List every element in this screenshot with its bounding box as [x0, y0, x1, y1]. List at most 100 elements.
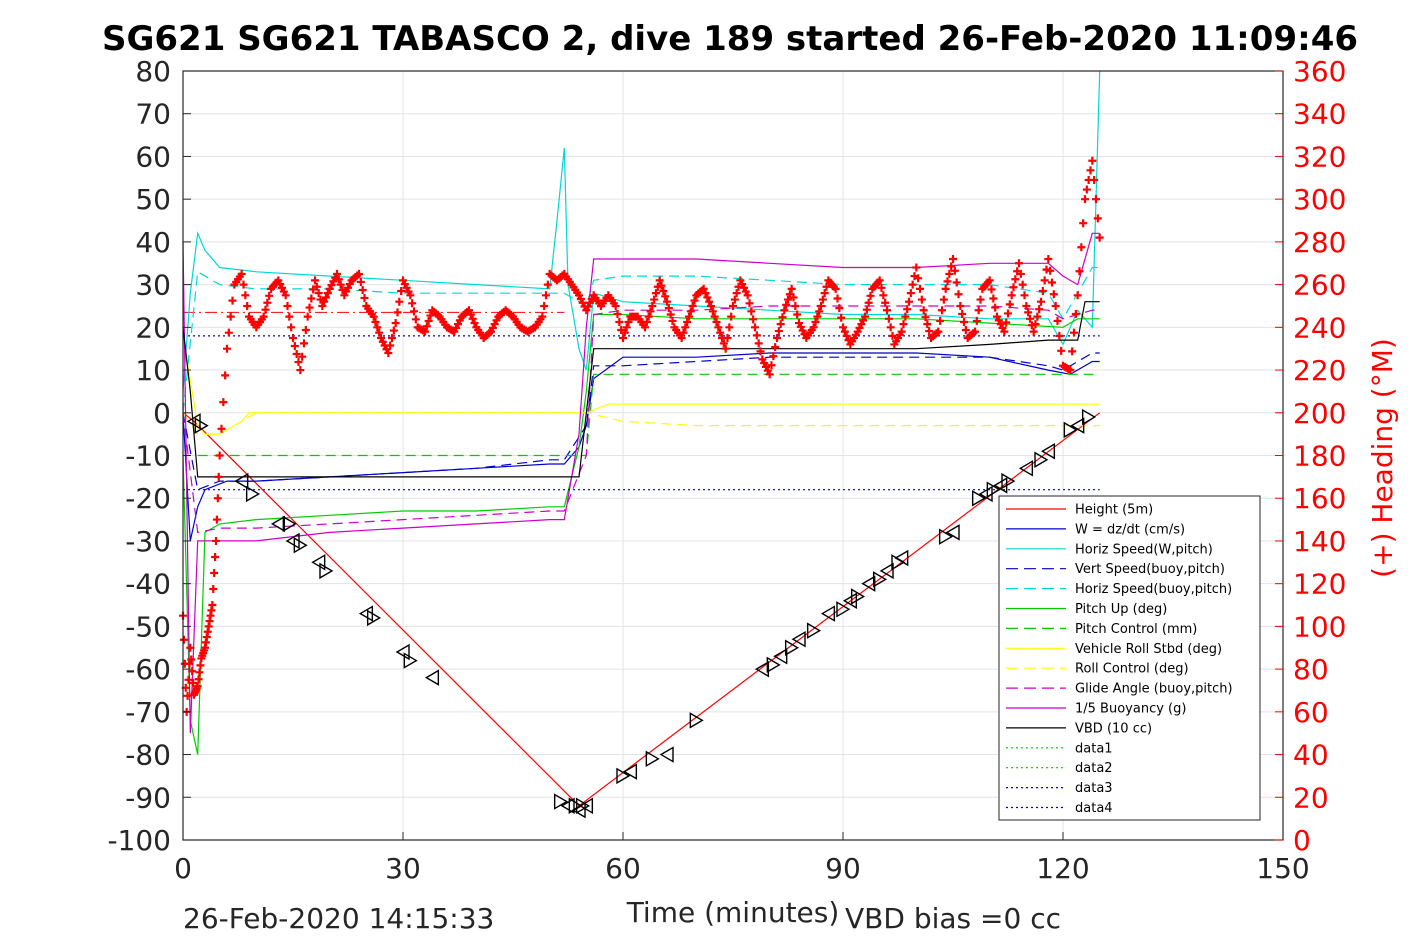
heading-point — [1044, 254, 1053, 263]
heading-point — [333, 269, 341, 278]
heading-point — [228, 296, 237, 305]
series-line-3 — [182, 352, 1100, 491]
marker-point — [806, 622, 822, 639]
y-tick-label: 40 — [135, 226, 171, 259]
heading-point — [1092, 195, 1100, 204]
heading-point — [727, 312, 736, 321]
heading-point — [386, 341, 395, 350]
heading-point — [842, 331, 851, 340]
heading-point — [1075, 267, 1084, 276]
heading-point — [196, 661, 205, 670]
legend-label: Vert Speed(buoy,pitch) — [1075, 562, 1225, 577]
marker-point — [850, 588, 866, 605]
x-tick-label: 120 — [1036, 852, 1089, 885]
y-tick-label: -20 — [125, 482, 171, 515]
heading-point — [261, 305, 270, 314]
heading-point — [540, 301, 549, 310]
legend-label: data1 — [1075, 741, 1113, 756]
heading-point — [615, 317, 624, 326]
heading-point — [914, 274, 923, 283]
heading-point — [290, 342, 299, 351]
x-axis: 0 30 60 90 120 150 — [174, 832, 1310, 885]
heading-point — [1005, 300, 1014, 309]
heading-point — [752, 331, 761, 340]
heading-point — [237, 269, 246, 278]
marker-point — [784, 639, 800, 656]
right-tick-label: 20 — [1293, 781, 1329, 814]
marker-point — [945, 524, 960, 541]
heading-point — [862, 305, 871, 314]
heading-point — [923, 320, 932, 329]
right-tick-label: 300 — [1293, 183, 1346, 216]
heading-point — [949, 254, 957, 263]
heading-point — [212, 515, 221, 524]
marker-point — [773, 648, 788, 665]
heading-point — [837, 313, 846, 322]
heading-point — [355, 269, 363, 278]
heading-point — [1024, 308, 1033, 317]
y-tick-label: 10 — [135, 354, 171, 387]
heading-point — [811, 317, 820, 326]
chart-title: SG621 SG621 TABASCO 2, dive 189 started … — [102, 19, 1358, 59]
marker-point — [766, 656, 781, 674]
heading-point — [688, 301, 697, 310]
legend-label: Horiz Speed(W,pitch) — [1075, 542, 1213, 557]
heading-point — [884, 314, 893, 323]
legend-label: data3 — [1075, 781, 1113, 796]
y-tick-label: 30 — [135, 269, 171, 302]
heading-point — [1009, 283, 1018, 292]
heading-point — [771, 343, 780, 352]
heading-point — [747, 307, 756, 316]
marker-point — [553, 793, 569, 810]
heading-point — [1081, 195, 1089, 204]
heading-point — [686, 307, 695, 316]
heading-point — [1049, 290, 1058, 299]
right-tick-label: 120 — [1293, 568, 1346, 601]
marker-point — [971, 490, 987, 507]
legend-label: data4 — [1075, 801, 1113, 816]
heading-point — [961, 326, 970, 335]
right-tick-label: 0 — [1293, 824, 1311, 857]
footer-timestamp: 26-Feb-2020 14:15:33 — [183, 902, 494, 935]
heading-point — [358, 285, 367, 294]
heading-point — [773, 334, 781, 343]
heading-point — [1022, 301, 1031, 310]
heading-point — [301, 326, 310, 335]
heading-point — [195, 668, 204, 677]
legend-label: Pitch Control (mm) — [1075, 622, 1197, 637]
right-y-axis: 3603403203002802602402202001801601401201… — [1275, 55, 1346, 857]
marker-point — [403, 652, 418, 669]
heading-point — [611, 301, 620, 310]
heading-point — [756, 347, 765, 356]
marker-point — [820, 605, 836, 622]
heading-point — [384, 348, 393, 357]
heading-point — [679, 328, 688, 337]
heading-point — [725, 323, 734, 332]
heading-point — [877, 283, 886, 292]
heading-point — [919, 306, 928, 315]
right-tick-label: 320 — [1293, 140, 1346, 173]
heading-point — [188, 667, 197, 676]
heading-point — [422, 322, 431, 331]
heading-point — [1055, 331, 1064, 340]
heading-point — [208, 601, 217, 610]
heading-point — [784, 295, 792, 304]
heading-point — [1079, 219, 1088, 228]
marker-point — [366, 609, 382, 627]
heading-point — [703, 293, 712, 302]
series-line-1 — [182, 352, 1100, 542]
heading-point — [219, 398, 228, 407]
heading-point — [905, 297, 913, 306]
right-tick-label: 180 — [1293, 440, 1346, 473]
heading-point — [1088, 156, 1097, 165]
heading-point — [397, 287, 406, 296]
y-tick-label: -100 — [107, 824, 171, 857]
marker-point — [1070, 417, 1085, 434]
right-tick-label: 360 — [1293, 55, 1346, 88]
heading-point — [716, 328, 725, 337]
heading-point — [778, 313, 787, 322]
right-y-axis-label: (+) Heading (°M) — [1366, 338, 1399, 578]
heading-point — [934, 327, 943, 336]
heading-point — [648, 301, 657, 310]
heading-point — [1051, 301, 1060, 310]
